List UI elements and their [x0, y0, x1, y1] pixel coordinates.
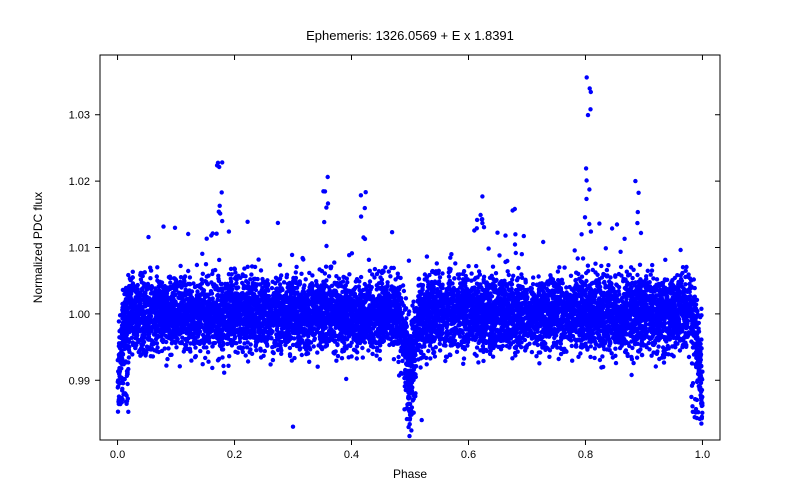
ytick-label: 1.01 — [69, 243, 90, 255]
xtick-label: 0.4 — [344, 449, 359, 461]
ytick-label: 1.03 — [69, 110, 90, 122]
ytick-label: 1.00 — [69, 309, 90, 321]
ytick-label: 0.99 — [69, 375, 90, 387]
y-axis-label: Normalized PDC flux — [31, 192, 45, 303]
chart-title: Ephemeris: 1326.0569 + E x 1.8391 — [306, 28, 514, 43]
xtick-label: 0.6 — [461, 449, 476, 461]
xtick-label: 0.2 — [227, 449, 242, 461]
scatter-points — [116, 75, 705, 438]
xtick-label: 0.0 — [110, 449, 125, 461]
x-axis-label: Phase — [393, 467, 427, 481]
chart-svg: 0.0 0.2 0.4 0.6 0.8 1.0 0.99 1.00 1.01 1.02 1.03 Ph… — [0, 0, 800, 500]
light-curve-chart: 0.0 0.2 0.4 0.6 0.8 1.0 0.99 1.00 1.01 1.02 1.03 Ph… — [0, 0, 800, 500]
xtick-label: 0.8 — [578, 449, 593, 461]
xtick-label: 1.0 — [695, 449, 710, 461]
ytick-label: 1.02 — [69, 176, 90, 188]
